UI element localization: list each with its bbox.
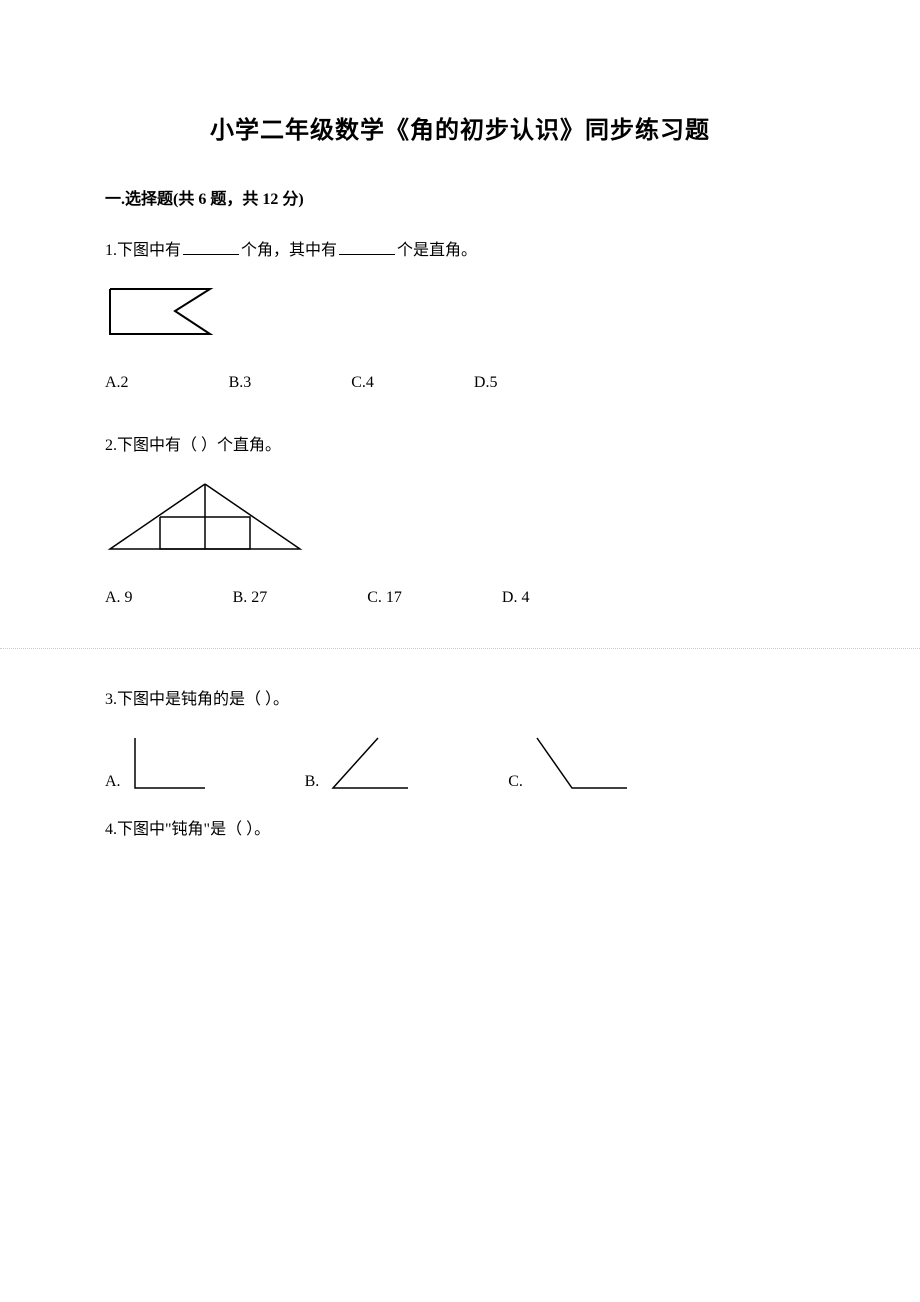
option-c-group: C. (508, 733, 637, 795)
option-b-label: B. (305, 769, 320, 795)
obtuse-angle-icon (527, 733, 637, 795)
option-c-label: C. (508, 769, 523, 795)
question-2: 2.下图中有（ ）个直角。 A. 9 B. 27 C. 17 D. 4 (105, 433, 815, 610)
q1-prefix: 1.下图中有 (105, 242, 181, 259)
question-1: 1.下图中有 个角，其中有 个是直角。 A.2 B.3 C.4 D.5 (105, 237, 815, 395)
option-d: D. 4 (502, 585, 530, 611)
option-b: B.3 (229, 370, 252, 396)
option-b: B. 27 (233, 585, 268, 611)
section-header: 一.选择题(共 6 题，共 12 分) (105, 185, 815, 209)
acute-angle-icon (323, 733, 418, 795)
question-4: 4.下图中"钝角"是（ ）。 (105, 817, 815, 843)
q1-suffix: 个是直角。 (397, 242, 477, 259)
q2-options: A. 9 B. 27 C. 17 D. 4 (105, 585, 815, 611)
divider-dotted (0, 648, 920, 649)
q2-text: 2.下图中有（ ）个直角。 (105, 433, 815, 459)
q1-figure (105, 284, 815, 342)
option-a-label: A. (105, 769, 121, 795)
option-c: C. 17 (367, 585, 402, 611)
option-d: D.5 (474, 370, 498, 396)
blank (183, 237, 239, 255)
q4-text: 4.下图中"钝角"是（ ）。 (105, 817, 815, 843)
triangle-shape-icon (105, 479, 305, 557)
option-a-group: A. (105, 733, 215, 795)
question-3: 3.下图中是钝角的是（ ）。 A. B. C. (105, 687, 815, 795)
q1-mid: 个角，其中有 (241, 242, 337, 259)
right-angle-icon (125, 733, 215, 795)
q2-figure (105, 479, 815, 557)
q3-options: A. B. C. (105, 733, 815, 795)
blank (339, 237, 395, 255)
page-title: 小学二年级数学《角的初步认识》同步练习题 (105, 110, 815, 145)
option-a: A. 9 (105, 585, 133, 611)
q3-text: 3.下图中是钝角的是（ ）。 (105, 687, 815, 713)
option-b-group: B. (305, 733, 419, 795)
q1-options: A.2 B.3 C.4 D.5 (105, 370, 815, 396)
option-a: A.2 (105, 370, 129, 396)
flag-shape-icon (105, 284, 220, 342)
option-c: C.4 (351, 370, 374, 396)
q1-text: 1.下图中有 个角，其中有 个是直角。 (105, 237, 815, 264)
